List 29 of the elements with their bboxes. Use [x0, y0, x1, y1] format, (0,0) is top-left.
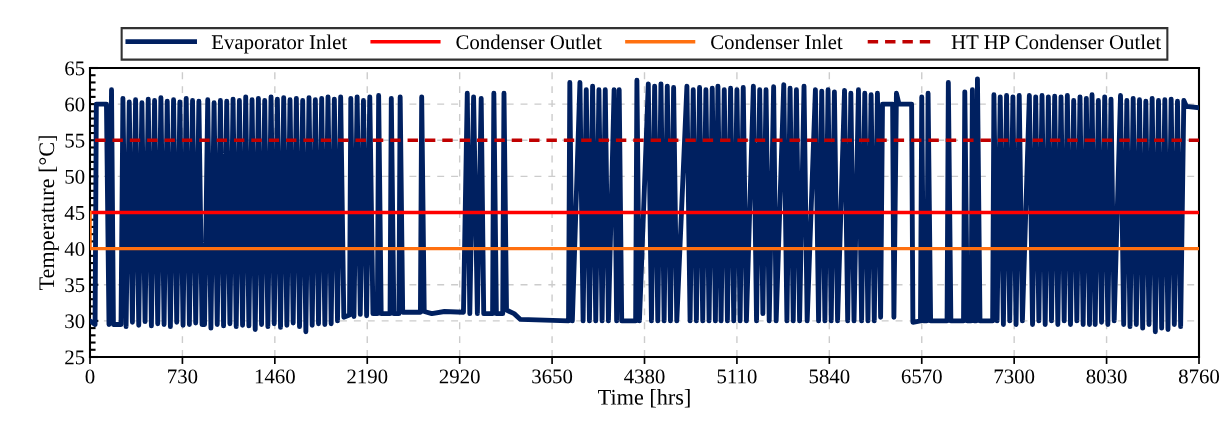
legend-label: Evaporator Inlet	[211, 34, 348, 54]
y-tick-label: 30	[65, 314, 85, 329]
x-tick-label: 730	[168, 369, 198, 384]
x-tick-label: 5840	[809, 369, 850, 384]
y-tick-label: 25	[65, 350, 85, 365]
y-tick-label: 45	[64, 206, 85, 220]
y-tick-label: 50	[65, 169, 85, 184]
x-tick-label: 0	[85, 369, 95, 384]
x-tick-label: 2920	[439, 369, 480, 384]
x-tick-label: 5110	[717, 369, 757, 384]
line-series	[90, 76, 1199, 335]
legend-label: Condenser Outlet	[456, 34, 602, 50]
x-tick-label: 4380	[624, 369, 665, 384]
y-axis-title: Temperature [°C]	[38, 136, 59, 291]
legend-label: HT HP Condenser Outlet	[951, 34, 1161, 50]
y-tick-label: 55	[65, 133, 85, 148]
y-tick-label: 60	[65, 97, 85, 112]
y-tick-label: 40	[64, 242, 85, 257]
x-tick-label: 3650	[532, 369, 573, 384]
y-tick-label: 35	[65, 278, 85, 293]
x-tick-label: 8030	[1086, 369, 1127, 384]
x-tick-label: 8760	[1178, 369, 1220, 384]
x-axis-title: Time [hrs]	[598, 389, 690, 408]
x-tick-label: 2190	[347, 369, 388, 384]
x-tick-label: 1460	[255, 369, 295, 384]
x-tick-label: 6570	[901, 369, 942, 384]
x-tick-label: 7300	[994, 369, 1035, 384]
y-tick-label: 65	[65, 61, 85, 76]
legend-label: Condenser Inlet	[711, 34, 843, 50]
